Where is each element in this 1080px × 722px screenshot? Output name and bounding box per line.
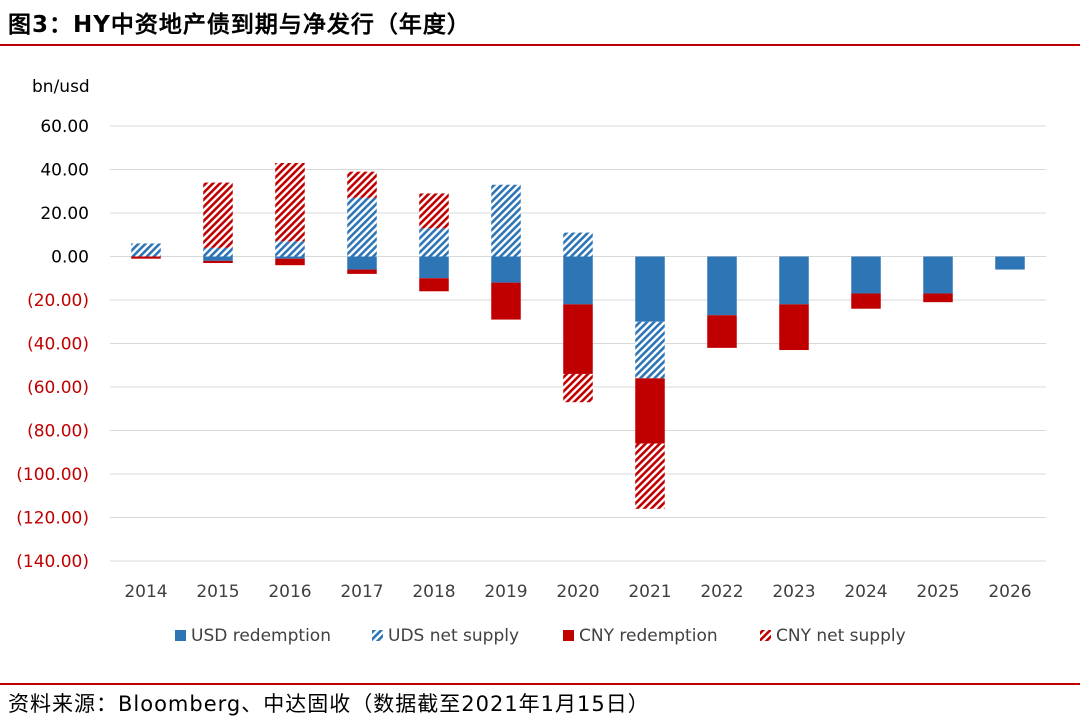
x-tick-label: 2017	[340, 582, 383, 602]
chart-area: bn/usd 60.00 40.00 20.00 0.00 (20.00) (40.00) (…	[16, 77, 1046, 646]
bar-uds-net-supply	[131, 243, 161, 257]
bar-cny-net-supply	[347, 171, 377, 198]
bar-uds-net-supply	[635, 321, 665, 379]
bar-cny-net-supply	[203, 182, 233, 248]
y-tick-label: 0.00	[51, 248, 89, 268]
bar-uds-net-supply	[491, 184, 521, 257]
y-tick-label: 60.00	[40, 117, 89, 137]
legend-swatch	[175, 630, 186, 641]
bar-usd-redemption	[491, 256, 521, 283]
legend-item: USD redemption	[175, 626, 331, 646]
bar-cny-net-supply	[635, 443, 665, 509]
bar-usd-redemption	[923, 256, 953, 294]
y-unit-label: bn/usd	[32, 77, 90, 97]
bars	[131, 162, 1025, 509]
y-tick-label: 20.00	[40, 204, 89, 224]
bar-usd-redemption	[851, 256, 881, 294]
legend-swatch	[563, 630, 574, 641]
x-tick-label: 2019	[484, 582, 527, 602]
legend-item: CNY redemption	[563, 626, 718, 646]
bar-cny-redemption	[779, 304, 809, 351]
y-tick-label: 40.00	[40, 161, 89, 181]
legend-label: CNY net supply	[776, 626, 906, 646]
bar-usd-redemption	[347, 256, 377, 270]
x-tick-label: 2024	[844, 582, 887, 602]
x-tick-label: 2020	[556, 582, 599, 602]
y-tick-label: (20.00)	[27, 291, 89, 311]
bar-cny-net-supply	[275, 162, 305, 242]
bar-uds-net-supply	[203, 247, 233, 257]
bar-cny-redemption	[419, 278, 449, 292]
bar-usd-redemption	[707, 256, 737, 316]
bar-cny-redemption	[635, 378, 665, 444]
axis-labels: bn/usd 60.00 40.00 20.00 0.00 (20.00) (40.00) (…	[16, 77, 1031, 602]
y-tick-label: (40.00)	[27, 335, 89, 355]
bar-cny-redemption	[275, 258, 305, 266]
bar-cny-redemption	[491, 282, 521, 320]
x-tick-label: 2025	[916, 582, 959, 602]
bar-cny-redemption	[923, 293, 953, 303]
bar-uds-net-supply	[419, 228, 449, 257]
bar-cny-redemption	[347, 269, 377, 274]
y-tick-label: (120.00)	[16, 509, 89, 529]
bar-uds-net-supply	[563, 232, 593, 257]
bar-usd-redemption	[203, 256, 233, 261]
x-tick-label: 2014	[124, 582, 167, 602]
x-tick-label: 2016	[268, 582, 311, 602]
y-tick-label: (100.00)	[16, 465, 89, 485]
bar-cny-net-supply	[419, 193, 449, 229]
source-divider	[0, 683, 1080, 685]
bar-usd-redemption	[635, 256, 665, 322]
legend-item: CNY net supply	[760, 626, 906, 646]
x-tick-label: 2023	[772, 582, 815, 602]
bar-usd-redemption	[563, 256, 593, 305]
bar-cny-net-supply	[563, 373, 593, 403]
bar-cny-redemption	[707, 315, 737, 348]
y-tick-label: (80.00)	[27, 422, 89, 442]
x-tick-label: 2022	[700, 582, 743, 602]
x-tick-label: 2026	[988, 582, 1031, 602]
x-tick-label: 2018	[412, 582, 455, 602]
bar-usd-redemption	[995, 256, 1025, 270]
legend-item: UDS net supply	[372, 626, 519, 646]
legend: USD redemption UDS net supply CNY redempti…	[175, 626, 906, 646]
bar-usd-redemption	[275, 256, 305, 259]
legend-label: CNY redemption	[579, 626, 718, 646]
bar-usd-redemption	[419, 256, 449, 279]
bar-uds-net-supply	[275, 241, 305, 257]
chart-title: 图3：HY中资地产债到期与净发行（年度）	[8, 12, 471, 38]
y-tick-label: (60.00)	[27, 378, 89, 398]
title-divider	[0, 44, 1080, 46]
legend-label: UDS net supply	[388, 626, 519, 646]
legend-swatch	[760, 630, 771, 641]
legend-label: USD redemption	[191, 626, 331, 646]
bar-cny-redemption	[851, 293, 881, 309]
source-note: 资料来源：Bloomberg、中达固收（数据截至2021年1月15日）	[8, 692, 650, 716]
bar-cny-redemption	[131, 256, 161, 259]
x-tick-label: 2021	[628, 582, 671, 602]
y-tick-label: (140.00)	[16, 552, 89, 572]
bar-cny-redemption	[563, 304, 593, 374]
bar-uds-net-supply	[347, 197, 377, 257]
legend-swatch	[372, 630, 383, 641]
bar-cny-redemption	[203, 260, 233, 264]
bar-usd-redemption	[779, 256, 809, 305]
x-tick-label: 2015	[196, 582, 239, 602]
